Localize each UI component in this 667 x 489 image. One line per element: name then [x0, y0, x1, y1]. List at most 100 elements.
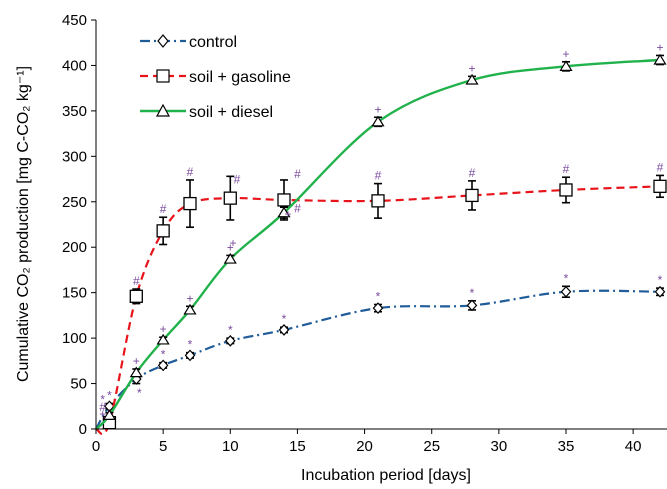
- annotation-label: +: [285, 207, 292, 221]
- data-point: [183, 196, 197, 211]
- data-point: [560, 285, 572, 298]
- y-tick-label: 450: [62, 12, 87, 29]
- data-point: [223, 252, 237, 264]
- significance-label: +: [468, 61, 475, 75]
- x-tick-label: 30: [491, 438, 508, 455]
- annotation-label: +: [229, 236, 236, 250]
- annotation-label: *: [100, 393, 105, 407]
- data-point: [654, 285, 666, 298]
- data-point: [372, 302, 384, 315]
- data-point: [224, 334, 236, 347]
- x-tick-label: 5: [159, 438, 167, 455]
- legend-label-gasoline: soil + gasoline: [189, 69, 291, 86]
- x-axis-title: Incubation period [days]: [301, 467, 471, 484]
- x-tick-label: 20: [356, 438, 373, 455]
- significance-label: +: [160, 322, 167, 336]
- data-point: [157, 359, 169, 372]
- data-point: [223, 191, 237, 205]
- y-tick-label: 100: [62, 330, 87, 347]
- data-point: [156, 224, 170, 238]
- series-soil-diesel: +++++++ +: [95, 40, 667, 430]
- significance-label: #: [563, 162, 570, 176]
- legend-label-diesel: soil + diesel: [189, 104, 273, 121]
- annotation-label: +: [99, 407, 106, 421]
- significance-label: #: [469, 166, 476, 180]
- data-point: [277, 193, 291, 207]
- y-tick-label: 250: [62, 194, 87, 211]
- significance-label: +: [374, 102, 381, 116]
- significance-label: #: [187, 165, 194, 179]
- x-tick-label: 10: [222, 438, 239, 455]
- y-tick-label: 400: [62, 57, 87, 74]
- significance-label: *: [188, 338, 193, 352]
- significance-label: +: [133, 354, 140, 368]
- data-point: [653, 53, 667, 65]
- data-point: [559, 183, 573, 197]
- significance-label: *: [470, 286, 475, 300]
- plot-area: * ****** ** *### # # # #+++++++ +*#+#+##+: [94, 40, 667, 436]
- significance-label: *: [658, 273, 663, 287]
- significance-label: *: [107, 389, 112, 403]
- series-control: * ****** ** *: [95, 271, 666, 430]
- significance-label: #: [657, 160, 664, 174]
- x-tick-label: 0: [92, 438, 100, 455]
- annotation-label: #: [234, 173, 241, 187]
- significance-label: #: [160, 202, 167, 216]
- data-point: [156, 333, 170, 345]
- legend-label-control: control: [189, 34, 237, 51]
- annotation-label: #: [294, 167, 301, 181]
- significance-label: *: [376, 289, 381, 303]
- x-ticks: 0 5 10 15 20 25 30 35 40: [92, 429, 642, 455]
- significance-label: #: [133, 274, 140, 288]
- data-point: [183, 303, 197, 315]
- significance-label: +: [656, 40, 663, 54]
- significance-label: +: [562, 47, 569, 61]
- legend-item-diesel: soil + diesel: [140, 103, 273, 121]
- y-tick-label: 350: [62, 103, 87, 120]
- y-ticks: 0 50 100 150 200 250 300 350 400 450: [62, 12, 96, 438]
- legend: control soil + gasoline soil + diesel: [140, 34, 291, 121]
- significance-label: +: [186, 291, 193, 305]
- annotations: *#+#+##+: [99, 167, 301, 421]
- significance-label: +: [227, 240, 234, 254]
- legend-marker-triangle-icon: [155, 103, 171, 117]
- data-point: [653, 179, 667, 193]
- y-tick-label: 200: [62, 239, 87, 256]
- data-point: [466, 299, 478, 312]
- legend-item-gasoline: soil + gasoline: [140, 69, 291, 86]
- x-tick-label: 40: [625, 438, 642, 455]
- y-axis-title: Cumulative CO₂ production [mg C-CO₂ kg⁻¹…: [15, 66, 32, 382]
- data-point: [277, 206, 291, 218]
- significance-label: *: [228, 323, 233, 337]
- significance-label: *: [564, 271, 569, 285]
- data-point: [465, 73, 479, 85]
- significance-label: *: [161, 348, 166, 362]
- axes: [95, 20, 667, 430]
- data-point: [129, 366, 143, 378]
- y-tick-label: 150: [62, 285, 87, 302]
- data-point: [102, 409, 116, 420]
- x-tick-label: 15: [289, 438, 306, 455]
- x-tick-label: 35: [558, 438, 575, 455]
- data-point: [465, 188, 479, 203]
- data-point: [371, 194, 385, 208]
- x-tick-label: 25: [423, 438, 440, 455]
- data-point: [129, 289, 143, 303]
- series-line: [95, 289, 661, 430]
- significance-label: #: [375, 169, 382, 183]
- data-point: [278, 324, 290, 336]
- legend-marker-square-icon: [156, 69, 170, 83]
- annotation-label: #: [99, 400, 106, 414]
- series-soil-gasoline: # # # # # # #: [94, 160, 667, 436]
- data-point: [559, 60, 573, 71]
- y-tick-label: 50: [70, 376, 87, 393]
- data-point: [371, 115, 385, 127]
- significance-label: *: [282, 312, 287, 326]
- y-tick-label: 0: [79, 421, 87, 438]
- y-tick-label: 300: [62, 148, 87, 165]
- legend-marker-diamond-icon: [157, 34, 169, 48]
- legend-item-control: control: [140, 34, 237, 51]
- data-point: [184, 349, 196, 362]
- annotation-label: #: [294, 202, 301, 216]
